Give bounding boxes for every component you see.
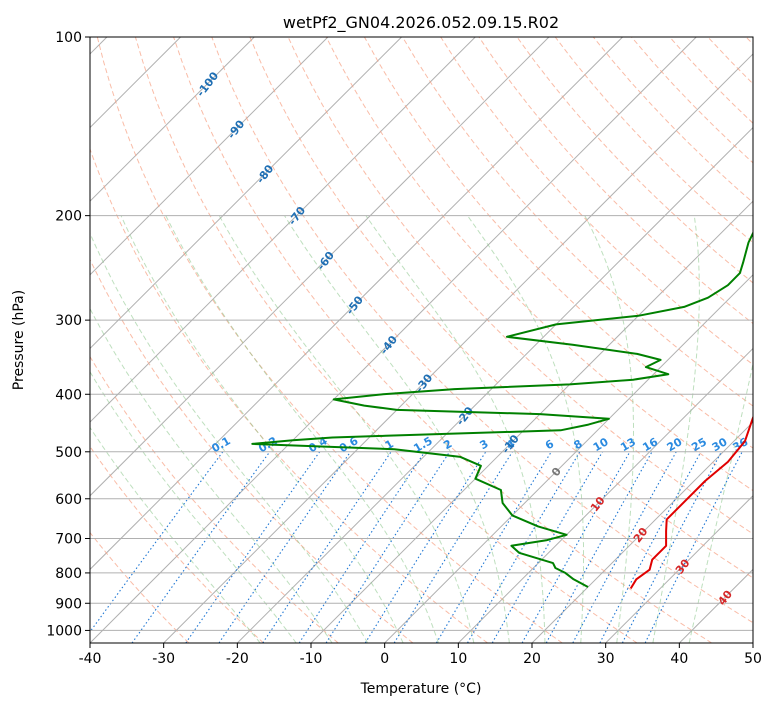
chart-title: wetPf2_GN04.2026.052.09.15.R02 [283, 13, 559, 33]
x-tick-label: 10 [449, 651, 467, 667]
x-tick-label: 20 [523, 651, 541, 667]
y-axis-ticks: 100 200 300 400 500 600 700 800 900 1000 [46, 30, 90, 639]
y-tick-label: 500 [55, 445, 82, 461]
y-tick-label: 1000 [46, 623, 82, 639]
y-tick-label: 900 [55, 596, 82, 612]
y-tick-label: 400 [55, 387, 82, 403]
x-tick-label: -40 [79, 651, 102, 667]
x-tick-label: -10 [300, 651, 323, 667]
y-tick-label: 100 [55, 30, 82, 46]
y-axis-label: Pressure (hPa) [11, 290, 27, 390]
x-axis-label: Temperature (°C) [360, 681, 482, 697]
x-tick-label: 50 [744, 651, 762, 667]
isotherm-line [753, 37, 775, 643]
y-tick-label: 300 [55, 313, 82, 329]
x-axis-ticks: -40 -30 -20 -10 0 10 20 30 40 50 [79, 643, 762, 667]
plot-background [90, 37, 753, 643]
y-tick-label: 800 [55, 566, 82, 582]
x-tick-label: 30 [597, 651, 615, 667]
x-tick-label: 0 [380, 651, 389, 667]
x-tick-label: -30 [152, 651, 175, 667]
y-tick-label: 700 [55, 532, 82, 548]
y-tick-label: 600 [55, 492, 82, 508]
x-tick-label: -20 [226, 651, 249, 667]
x-tick-label: 40 [670, 651, 688, 667]
y-tick-label: 200 [55, 209, 82, 225]
